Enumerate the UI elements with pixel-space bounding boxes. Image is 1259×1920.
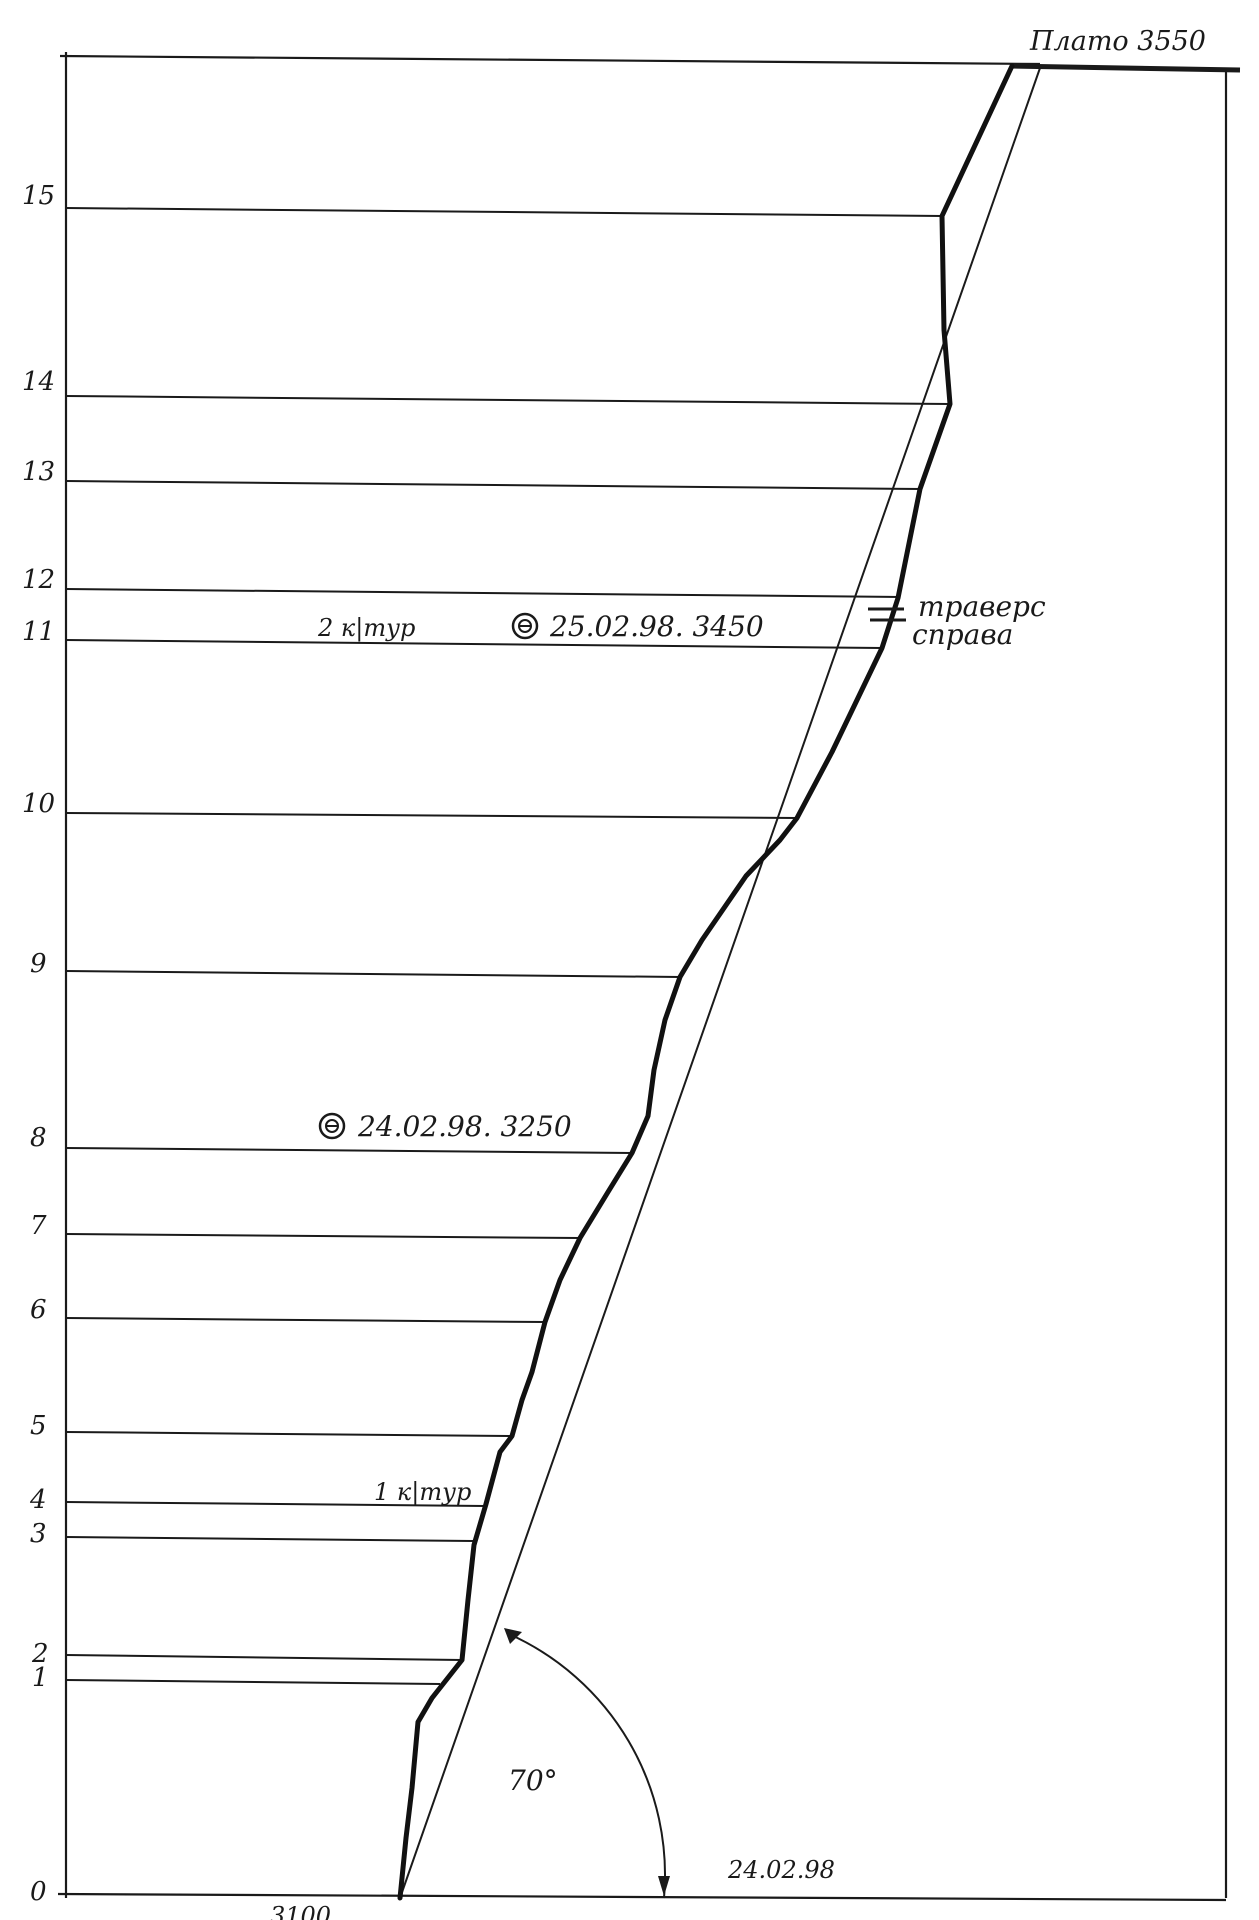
pitch-label: 0: [30, 1877, 47, 1907]
pitch-line-12: [65, 588, 901, 598]
pitch-label: 6: [30, 1295, 47, 1325]
angle-arrow-bottom-icon: [658, 1876, 670, 1896]
control-cairn-2-label: 2 к|тур: [317, 614, 415, 643]
bivouac-icon: [511, 612, 539, 640]
pitch-label: 5: [30, 1411, 47, 1441]
angle-arrow-top-icon: [504, 1628, 522, 1644]
pitch-line-1: [65, 1679, 441, 1685]
top-border: [59, 54, 1041, 66]
bivouac-1-label: 24.02.98. 3250: [357, 1110, 572, 1143]
base-date-label: 24.02.98: [727, 1856, 835, 1884]
pitch-line-13: [65, 480, 923, 490]
plateau-label: Плато 3550: [1029, 26, 1206, 57]
pitch-label: 3: [30, 1519, 47, 1549]
pitch-line-6: [65, 1317, 546, 1323]
pitch-label: 8: [30, 1123, 47, 1153]
pitch-label: 7: [30, 1211, 47, 1241]
pitch-line-8: [65, 1147, 633, 1154]
base-altitude-label: 3100: [270, 1902, 331, 1920]
plateau-edge: [1009, 63, 1241, 73]
pitch-line-3: [65, 1536, 474, 1542]
route-line: [397, 63, 1015, 1901]
pitch-line-11: [65, 639, 883, 649]
pitch-line-5: [65, 1431, 511, 1437]
angle-arc: [508, 1633, 666, 1899]
pitch-label: 10: [22, 789, 55, 819]
pitch-line-10: [65, 812, 798, 819]
pitch-label: 13: [22, 457, 55, 487]
angle-indicator: [504, 1628, 670, 1899]
pitch-label: 2: [31, 1639, 49, 1669]
angle-label: 70°: [508, 1764, 558, 1797]
pitch-line-4: [65, 1501, 486, 1507]
pitch-label: 14: [22, 367, 55, 397]
pitch-label: 15: [22, 181, 55, 211]
pitch-line-14: [65, 395, 951, 405]
pitch-label: 9: [30, 949, 47, 979]
pitch-line-9: [65, 970, 681, 978]
traverse-label-line-1: траверс: [918, 590, 1046, 623]
traverse-label-line-2: справа: [912, 618, 1013, 651]
pitch-label: 4: [29, 1485, 47, 1515]
bottom-border: [57, 1892, 1227, 1902]
bivouac-icon: [318, 1112, 346, 1140]
pitch-line-2: [65, 1654, 463, 1661]
pitch-label: 1: [32, 1663, 49, 1693]
bivouac-2-label: 25.02.98. 3450: [549, 610, 764, 643]
pitch-line-15: [65, 207, 943, 217]
pitch-label: 12: [22, 565, 55, 595]
traverse-marker: [868, 607, 906, 622]
pitch-lines: [65, 207, 951, 1685]
pitch-line-7: [65, 1233, 581, 1239]
pitch-label: 11: [22, 617, 55, 647]
control-cairn-1-label: 1 к|тур: [374, 1478, 471, 1507]
pitch-labels: 0 1 2 3 4 5 6 7 8 9 10 11 12 13 14 15: [22, 181, 55, 1907]
average-slope-line: [399, 67, 1041, 1899]
